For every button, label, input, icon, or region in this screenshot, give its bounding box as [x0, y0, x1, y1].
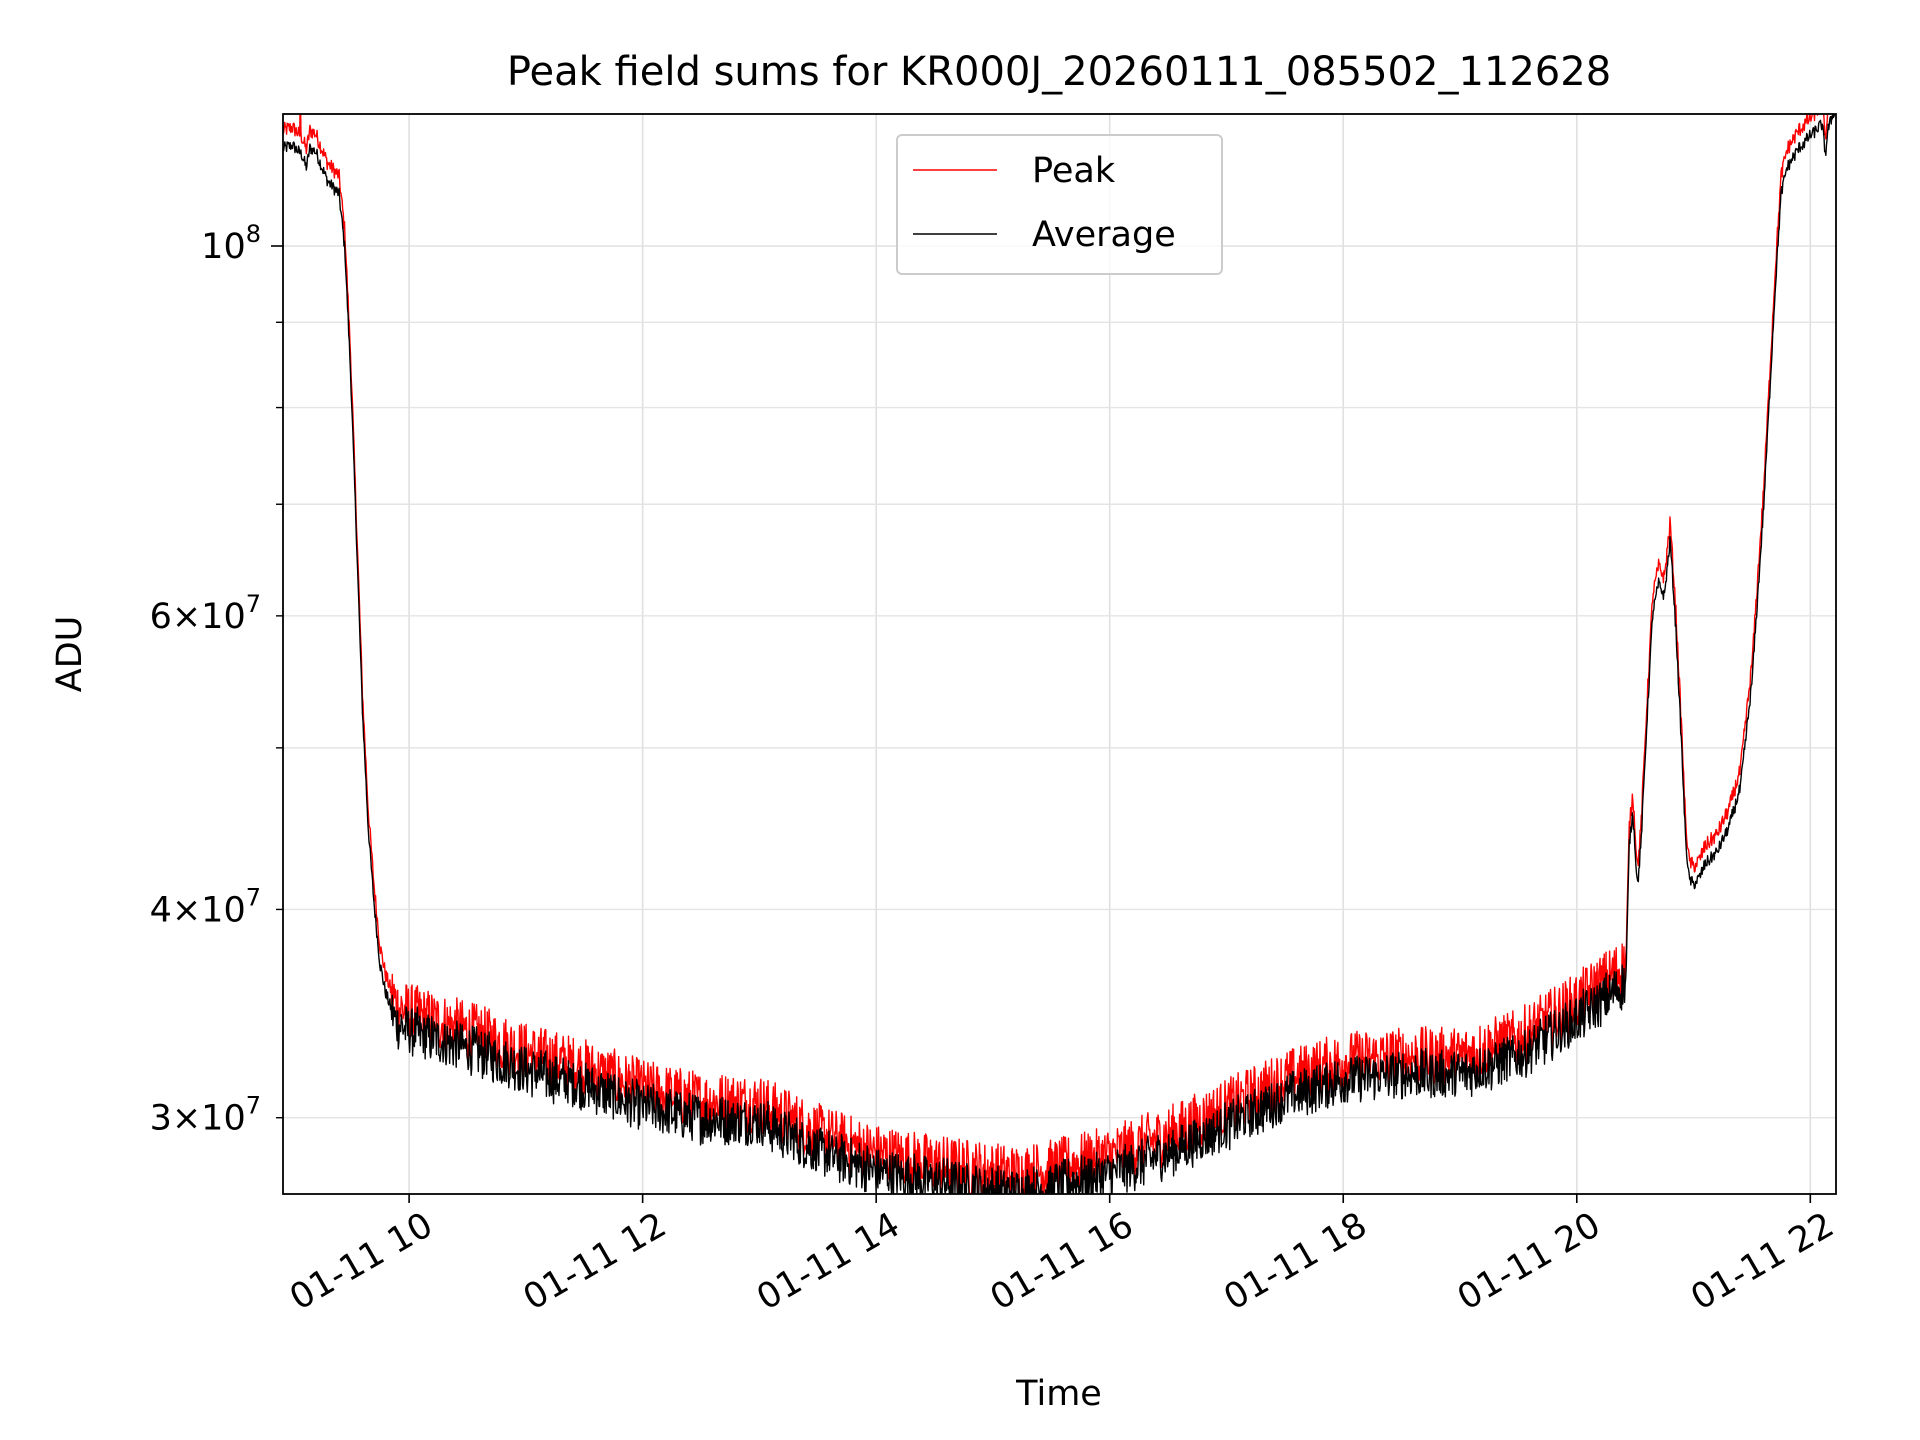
- y-tick-label: 3×107: [150, 1092, 261, 1139]
- y-tick-label: 4×107: [150, 883, 261, 930]
- series-line-average: [283, 114, 1836, 1194]
- x-axis-label: Time: [1015, 1374, 1102, 1414]
- legend-peak-label: Peak: [1032, 151, 1116, 191]
- grid: [283, 114, 1836, 1194]
- legend: Peak Average: [896, 134, 1223, 275]
- chart-title: Peak field sums for KR000J_20260111_0855…: [507, 49, 1611, 95]
- legend-average-label: Average: [1032, 215, 1176, 255]
- y-tick-label: 108: [201, 220, 261, 267]
- axes-frame: [282, 113, 1837, 1195]
- y-axis-label: ADU: [50, 616, 90, 693]
- y-tick-label: 6×107: [150, 590, 261, 637]
- series-layer: [283, 114, 1836, 1194]
